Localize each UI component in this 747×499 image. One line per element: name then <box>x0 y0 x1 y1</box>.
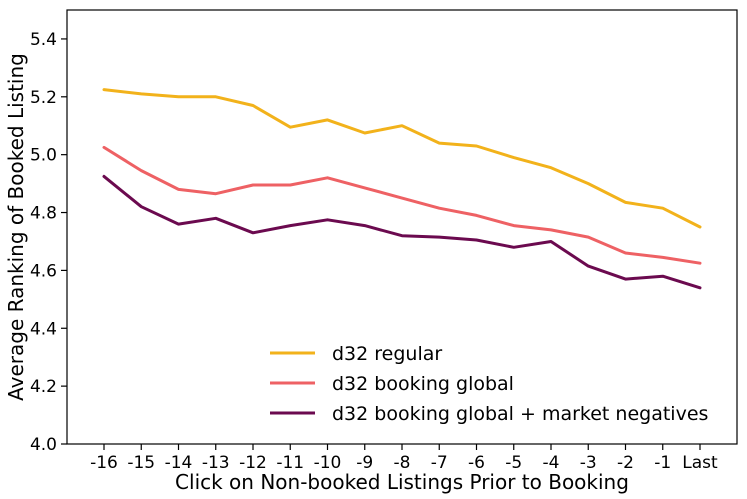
x-tick-label: -3 <box>580 453 597 473</box>
x-tick-label: -12 <box>239 453 267 473</box>
x-tick-label: -6 <box>468 453 485 473</box>
x-tick-label: -14 <box>165 453 193 473</box>
x-tick-label: -8 <box>394 453 411 473</box>
x-tick-label: -11 <box>276 453 304 473</box>
x-tick-label: -9 <box>356 453 373 473</box>
x-tick-label: -16 <box>90 453 118 473</box>
series-lines <box>102 88 702 290</box>
legend-label: d32 booking global <box>332 373 514 395</box>
x-tick-label: -5 <box>505 453 522 473</box>
series-line-1 <box>102 88 702 229</box>
series-line-3 <box>102 174 702 290</box>
legend: d32 regular d32 booking global d32 booking… <box>270 343 708 425</box>
legend-label: d32 booking global + market negatives <box>332 403 708 425</box>
y-tick-label: 4.0 <box>30 435 57 455</box>
x-tick-label: -4 <box>543 453 560 473</box>
y-tick-label: 4.6 <box>30 261 57 281</box>
legend-label: d32 regular <box>332 343 442 365</box>
y-axis-title: Average Ranking of Booked Listing <box>4 53 28 401</box>
y-tick-label: 4.8 <box>30 204 57 224</box>
y-axis: 4.0 4.2 4.4 4.6 4.8 5.0 5.2 5.4 <box>30 30 67 455</box>
series-line-2 <box>102 145 702 265</box>
x-tick-label: -1 <box>654 453 671 473</box>
y-tick-label: 5.4 <box>30 30 57 50</box>
y-tick-label: 5.2 <box>30 88 57 108</box>
x-tick-label: Last <box>682 453 718 473</box>
x-axis: -16 -15 -14 -13 -12 -11 -10 -9 -8 -7 -6 -5 -4 -3 -2 -1 L… <box>90 444 718 473</box>
x-tick-label: -13 <box>202 453 230 473</box>
x-tick-label: -2 <box>617 453 634 473</box>
y-tick-label: 5.0 <box>30 146 57 166</box>
y-tick-label: 4.2 <box>30 377 57 397</box>
x-tick-label: -10 <box>314 453 342 473</box>
x-tick-label: -15 <box>127 453 155 473</box>
y-tick-label: 4.4 <box>30 319 57 339</box>
x-axis-title: Click on Non-booked Listings Prior to Bo… <box>175 470 629 494</box>
x-tick-label: -7 <box>431 453 448 473</box>
